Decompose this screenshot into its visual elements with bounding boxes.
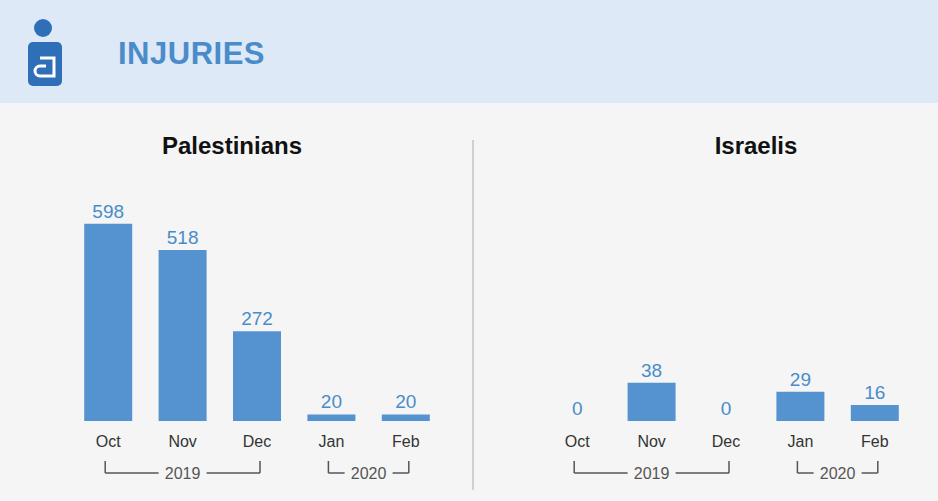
svg-text:Feb: Feb (861, 433, 889, 450)
svg-text:518: 518 (167, 227, 199, 248)
svg-text:598: 598 (92, 201, 124, 222)
svg-text:Jan: Jan (319, 433, 345, 450)
svg-text:0: 0 (721, 398, 732, 419)
svg-text:2019: 2019 (634, 465, 670, 482)
svg-text:Dec: Dec (243, 433, 271, 450)
svg-text:Dec: Dec (712, 433, 740, 450)
svg-text:2020: 2020 (820, 465, 856, 482)
html-text:INJURIES: INJURIES (118, 36, 265, 71)
svg-text:Jan: Jan (788, 433, 814, 450)
svg-text:Nov: Nov (168, 433, 196, 450)
svg-text:Israelis: Israelis (715, 132, 798, 159)
svg-text:272: 272 (241, 308, 273, 329)
svg-text:Oct: Oct (96, 433, 121, 450)
svg-text:2020: 2020 (351, 465, 387, 482)
svg-text:Palestinians: Palestinians (162, 132, 302, 159)
svg-text:20: 20 (395, 391, 416, 412)
svg-text:Oct: Oct (565, 433, 590, 450)
svg-text:Feb: Feb (392, 433, 420, 450)
svg-text:38: 38 (641, 360, 662, 381)
svg-text:0: 0 (572, 398, 583, 419)
svg-text:29: 29 (790, 369, 811, 390)
svg-text:20: 20 (321, 391, 342, 412)
svg-text:Nov: Nov (637, 433, 665, 450)
svg-text:2019: 2019 (165, 465, 201, 482)
svg-text:16: 16 (864, 382, 885, 403)
